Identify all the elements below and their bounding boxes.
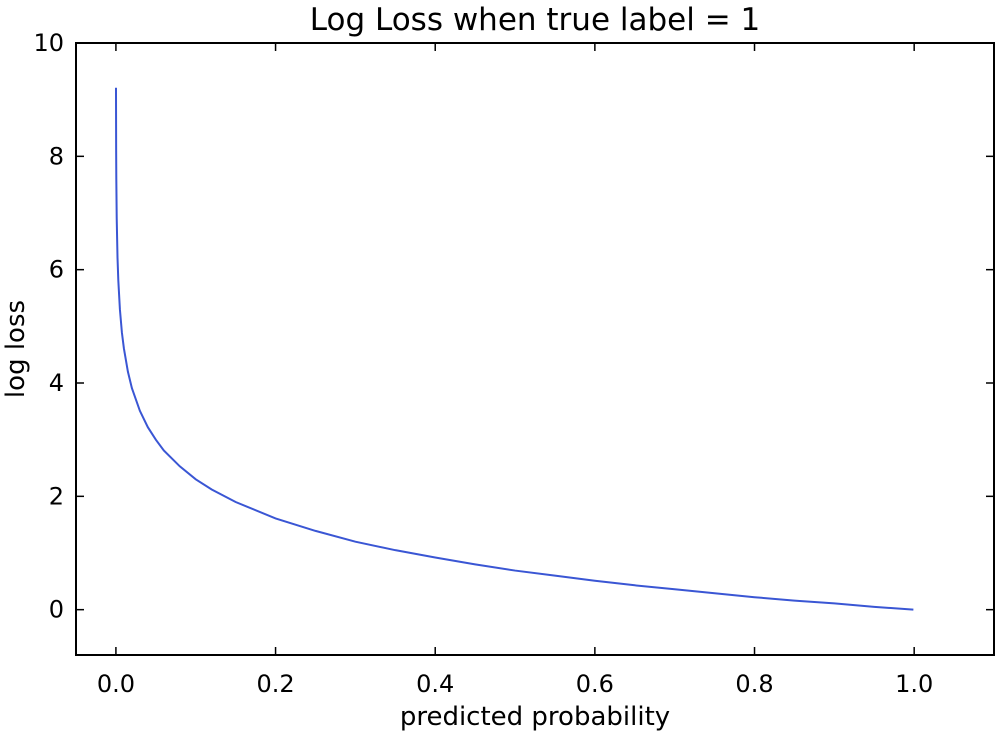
x-tick-label: 0.8 (735, 670, 773, 698)
log-loss-curve (114, 87, 914, 611)
y-axis: 0 2 4 6 8 10 (33, 29, 994, 624)
chart-title: Log Loss when true label = 1 (310, 2, 761, 38)
x-tick-label: 0.6 (576, 670, 614, 698)
x-tick-label: 0.2 (256, 670, 294, 698)
x-tick-label: 0.0 (97, 670, 135, 698)
y-tick-label: 6 (49, 256, 64, 284)
x-axis: 0.0 0.2 0.4 0.6 0.8 1.0 (97, 43, 933, 698)
y-tick-label: 8 (49, 142, 64, 170)
y-tick-label: 10 (33, 29, 64, 57)
x-tick-label: 0.4 (416, 670, 454, 698)
y-axis-title: log loss (1, 300, 31, 398)
x-axis-title: predicted probability (400, 702, 670, 732)
y-tick-label: 2 (49, 482, 64, 510)
y-tick-label: 0 (49, 596, 64, 624)
plot-area-frame (75, 42, 995, 656)
x-tick-label: 1.0 (895, 670, 933, 698)
y-tick-label: 4 (49, 369, 64, 397)
